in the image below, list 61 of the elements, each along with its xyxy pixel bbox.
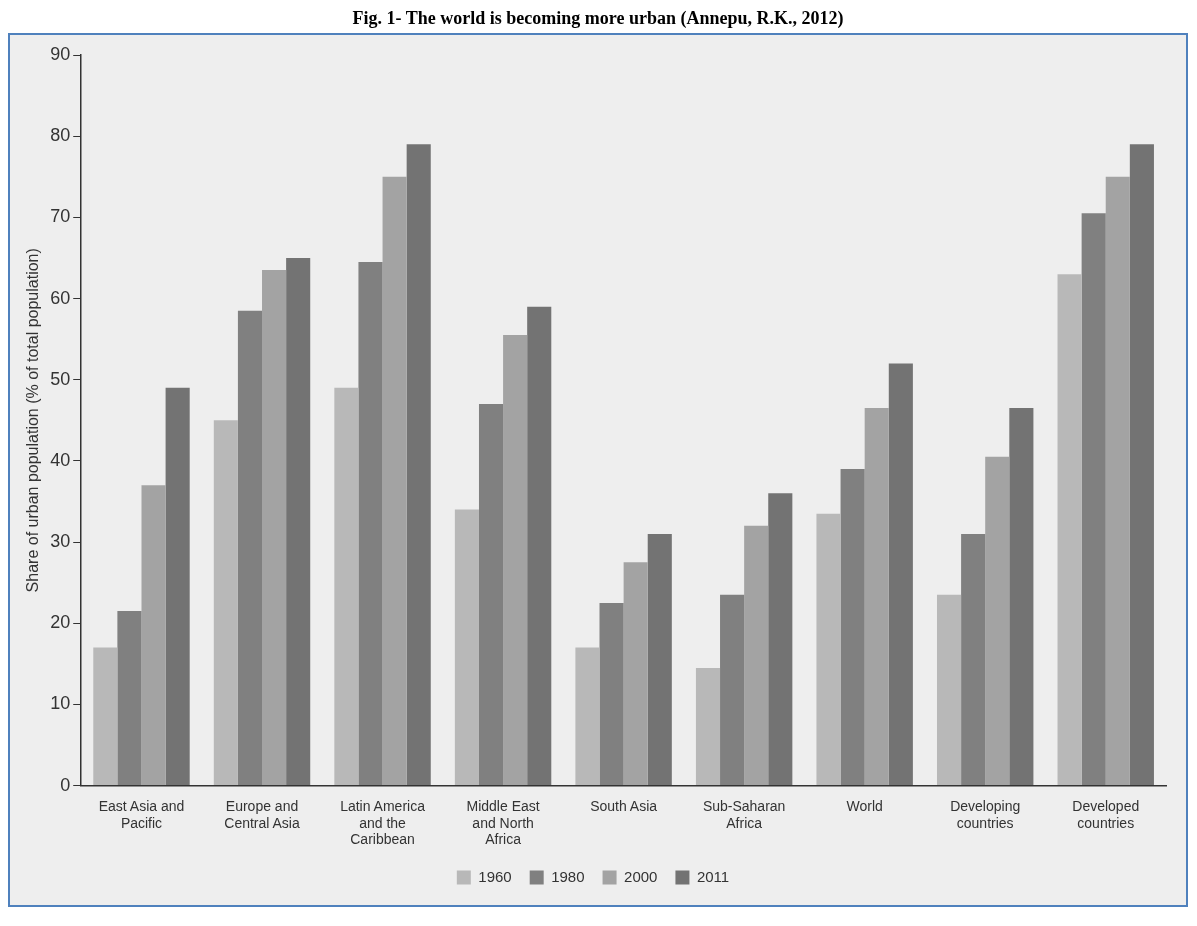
- x-tick-label: World: [846, 797, 883, 814]
- bar: [1081, 213, 1106, 786]
- bar: [864, 408, 889, 786]
- bar: [1057, 274, 1082, 786]
- x-tick-label: Developing countries: [950, 797, 1021, 831]
- y-axis-title: Share of urban population (% of total population): [24, 248, 42, 593]
- bar: [575, 647, 600, 786]
- legend-label: 2000: [624, 867, 658, 885]
- y-tick-label: 40: [50, 449, 71, 470]
- bar: [744, 525, 769, 786]
- legend-label: 1980: [551, 867, 585, 885]
- bar: [117, 611, 142, 786]
- bar: [478, 404, 504, 786]
- legend-label: 2011: [696, 867, 730, 885]
- bar: [647, 533, 672, 786]
- y-tick-label: 20: [50, 612, 71, 633]
- bar: [141, 485, 166, 786]
- x-tick-label: Latin America and the Caribbean: [340, 797, 426, 848]
- bar: [213, 420, 238, 786]
- bar: [262, 270, 287, 786]
- bar: [406, 144, 431, 786]
- bar: [768, 493, 793, 786]
- bar: [816, 513, 841, 786]
- y-tick-label: 90: [50, 43, 71, 64]
- bar: [1129, 144, 1154, 786]
- y-tick-label: 50: [50, 368, 71, 389]
- chart-title: Fig. 1- The world is becoming more urban (Annepu, R.K., 2012): [351, 8, 845, 29]
- bar: [936, 594, 962, 786]
- y-tick-label: 0: [60, 774, 71, 795]
- bar: [888, 363, 913, 786]
- bar: [695, 667, 721, 786]
- x-tick-label: East Asia and Pacific: [98, 797, 185, 831]
- bar: [623, 562, 648, 786]
- bar: [985, 456, 1010, 786]
- bar: [286, 257, 311, 786]
- bar: [382, 176, 407, 786]
- x-tick-label: Developed countries: [1072, 797, 1140, 831]
- x-tick-label: Middle East and North Africa: [466, 797, 540, 848]
- y-tick-label: 10: [50, 693, 71, 714]
- x-tick-label: South Asia: [590, 797, 658, 814]
- bar: [237, 310, 263, 786]
- bar: [93, 647, 118, 786]
- bar: [454, 509, 479, 786]
- x-tick-label: Sub-Saharan Africa: [702, 797, 786, 831]
- bar: [503, 335, 528, 786]
- bar: [527, 306, 552, 786]
- bar: [840, 469, 865, 786]
- bar: [1105, 176, 1130, 786]
- x-tick-label: Europe and Central Asia: [224, 797, 300, 831]
- bar: [334, 387, 359, 786]
- bar: [358, 262, 383, 786]
- bar: [720, 594, 745, 786]
- y-tick-label: 80: [50, 125, 71, 146]
- y-tick-label: 30: [50, 531, 71, 552]
- legend-label: 1960: [478, 867, 512, 885]
- bar: [1009, 408, 1034, 786]
- bar: [165, 387, 190, 786]
- y-tick-label: 70: [50, 206, 71, 227]
- y-tick-label: 60: [50, 287, 71, 308]
- bar: [599, 602, 624, 786]
- bar: [961, 533, 986, 786]
